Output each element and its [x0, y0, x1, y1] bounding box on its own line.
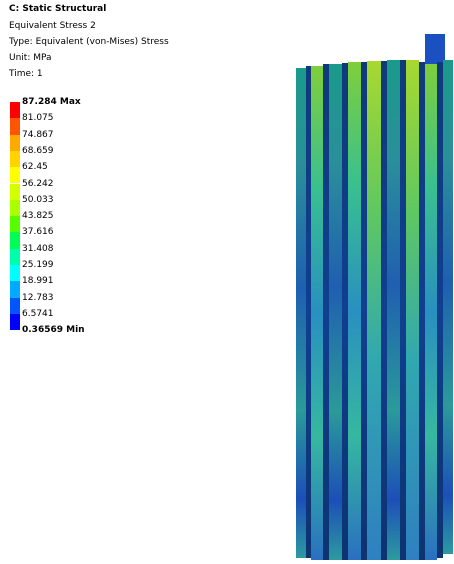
- flute: [400, 60, 406, 560]
- flute: [329, 64, 342, 560]
- flute: [296, 68, 306, 558]
- flute: [311, 66, 323, 560]
- flute: [367, 61, 381, 560]
- flute: [443, 60, 453, 554]
- flute: [419, 62, 425, 560]
- column-model: [296, 34, 453, 560]
- screenshot: C: Static Structural Equivalent Stress 2…: [0, 0, 454, 564]
- flute: [361, 62, 367, 560]
- flute: [342, 63, 348, 560]
- model-view: [0, 0, 454, 564]
- flute: [406, 60, 419, 560]
- flute: [323, 64, 329, 560]
- flute: [425, 64, 437, 560]
- flute: [381, 61, 387, 560]
- flute: [348, 62, 361, 560]
- flute: [306, 66, 311, 558]
- flute: [387, 60, 400, 560]
- flute: [437, 62, 443, 558]
